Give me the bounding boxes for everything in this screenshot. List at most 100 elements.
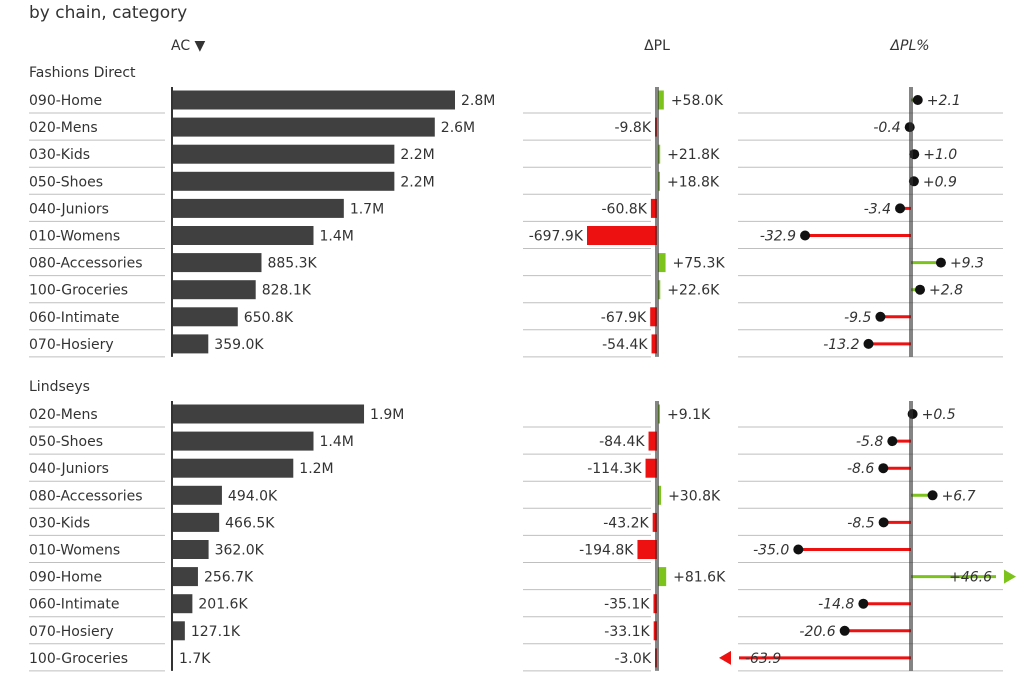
ac-data-label: 466.5K <box>225 515 275 531</box>
delta-pl-label: -84.4K <box>599 434 645 450</box>
delta-pl-label: -194.8K <box>579 543 634 559</box>
ac-data-label: 1.4M <box>320 434 354 450</box>
delta-pct-label: -9.5 <box>844 310 871 326</box>
delta-pct-marker <box>915 284 926 295</box>
header-ac[interactable]: AC ▼ <box>171 38 206 54</box>
category-label: 010-Womens <box>29 229 120 245</box>
delta-pl-bar <box>648 431 657 451</box>
delta-pl-bar <box>658 90 664 110</box>
delta-pct-overflow-arrow <box>719 650 731 665</box>
header-delta-pl: ΔPL <box>644 38 670 54</box>
delta-pct-label: +6.7 <box>942 488 976 504</box>
delta-pct-marker <box>875 311 886 322</box>
category-label: 030-Kids <box>29 147 90 163</box>
category-label: 020-Mens <box>29 120 98 136</box>
delta-pct-marker <box>908 176 919 187</box>
category-label: 060-Intimate <box>29 597 119 613</box>
delta-pl-label: +21.8K <box>667 147 720 163</box>
ac-bar <box>172 458 294 478</box>
delta-pl-label: -35.1K <box>604 597 650 613</box>
ac-data-label: 256.7K <box>204 570 254 586</box>
ac-data-label: 201.6K <box>198 597 248 613</box>
delta-pl-label: +22.6K <box>667 283 720 299</box>
ac-data-label: 2.8M <box>461 93 495 109</box>
ac-data-label: 1.2M <box>299 461 333 477</box>
category-label: 100-Groceries <box>29 283 128 299</box>
delta-pct-label: +9.3 <box>950 256 984 272</box>
ac-bar <box>172 198 344 218</box>
delta-pct-label: +0.5 <box>922 407 956 423</box>
delta-pct-marker <box>912 95 923 105</box>
delta-pct-overflow-arrow <box>1004 569 1016 584</box>
ac-bar <box>172 594 193 614</box>
delta-pct-label: +1.0 <box>923 147 957 163</box>
ac-data-label: 1.4M <box>320 229 354 245</box>
delta-pl-label: -697.9K <box>529 229 584 245</box>
ac-bar <box>172 404 365 424</box>
delta-pl-bar <box>658 404 660 424</box>
category-label: 100-Groceries <box>29 651 128 667</box>
delta-pl-label: -9.8K <box>615 120 652 136</box>
delta-pl-bar <box>650 307 657 327</box>
delta-pl-bar <box>645 458 657 478</box>
ac-bar <box>172 431 314 451</box>
ac-bar <box>172 280 256 300</box>
delta-pl-bar <box>658 485 662 505</box>
category-label: 070-Hosiery <box>29 337 114 353</box>
delta-pl-label: +30.8K <box>668 488 721 504</box>
category-label: 040-Juniors <box>29 461 109 477</box>
delta-pct-marker <box>839 625 850 636</box>
ac-bar <box>172 171 395 191</box>
category-label: 070-Hosiery <box>29 624 114 640</box>
delta-pl-label: -54.4K <box>602 337 648 353</box>
category-label: 090-Home <box>29 93 102 109</box>
delta-pct-label: -63.9 <box>745 651 781 667</box>
delta-pct-marker <box>863 338 874 349</box>
group-label: Lindseys <box>29 379 90 395</box>
ac-bar <box>172 540 209 559</box>
delta-pl-label: +18.8K <box>667 174 720 190</box>
ac-data-label: 494.0K <box>228 488 278 504</box>
delta-pl-bar <box>658 171 660 191</box>
delta-pct-label: +2.8 <box>929 283 963 299</box>
ac-data-label: 650.8K <box>244 310 294 326</box>
delta-pl-bar <box>651 334 657 354</box>
delta-pl-label: -114.3K <box>587 461 642 477</box>
ac-bar <box>172 485 222 505</box>
delta-pct-label: -20.6 <box>799 624 835 640</box>
delta-pl-bar <box>658 567 667 587</box>
delta-pct-marker <box>858 598 869 609</box>
ac-data-label: 362.0K <box>215 543 265 559</box>
category-label: 050-Shoes <box>29 174 103 190</box>
ac-bar <box>172 144 395 164</box>
ac-data-label: 359.0K <box>214 337 264 353</box>
category-label: 020-Mens <box>29 407 98 423</box>
delta-pl-bar <box>658 280 661 300</box>
chart-subtitle: by chain, category <box>29 3 188 23</box>
ac-data-label: 2.2M <box>400 147 434 163</box>
delta-pct-marker <box>800 230 811 241</box>
delta-pl-label: +9.1K <box>667 407 711 423</box>
ac-bar <box>172 621 185 641</box>
delta-pct-label: -14.8 <box>818 597 854 613</box>
ac-bar <box>172 512 220 532</box>
delta-pl-label: -3.0K <box>615 651 652 667</box>
ac-data-label: 885.3K <box>267 256 317 272</box>
ac-data-label: 127.1K <box>191 624 241 640</box>
category-label: 010-Womens <box>29 543 120 559</box>
delta-pct-marker <box>935 257 946 268</box>
delta-pl-bar <box>650 198 657 218</box>
delta-pl-label: -43.2K <box>603 515 649 531</box>
ac-bar <box>172 117 435 137</box>
ac-data-label: 2.6M <box>441 120 475 136</box>
delta-pl-label: -60.8K <box>601 201 647 217</box>
category-label: 030-Kids <box>29 515 90 531</box>
category-label: 060-Intimate <box>29 310 119 326</box>
delta-pct-label: -0.4 <box>873 120 900 136</box>
delta-pct-label: +46.6 <box>949 570 992 586</box>
delta-pct-label: +2.1 <box>927 93 961 109</box>
ac-data-label: 2.2M <box>400 174 434 190</box>
ac-bar <box>172 90 455 110</box>
category-label: 090-Home <box>29 570 102 586</box>
